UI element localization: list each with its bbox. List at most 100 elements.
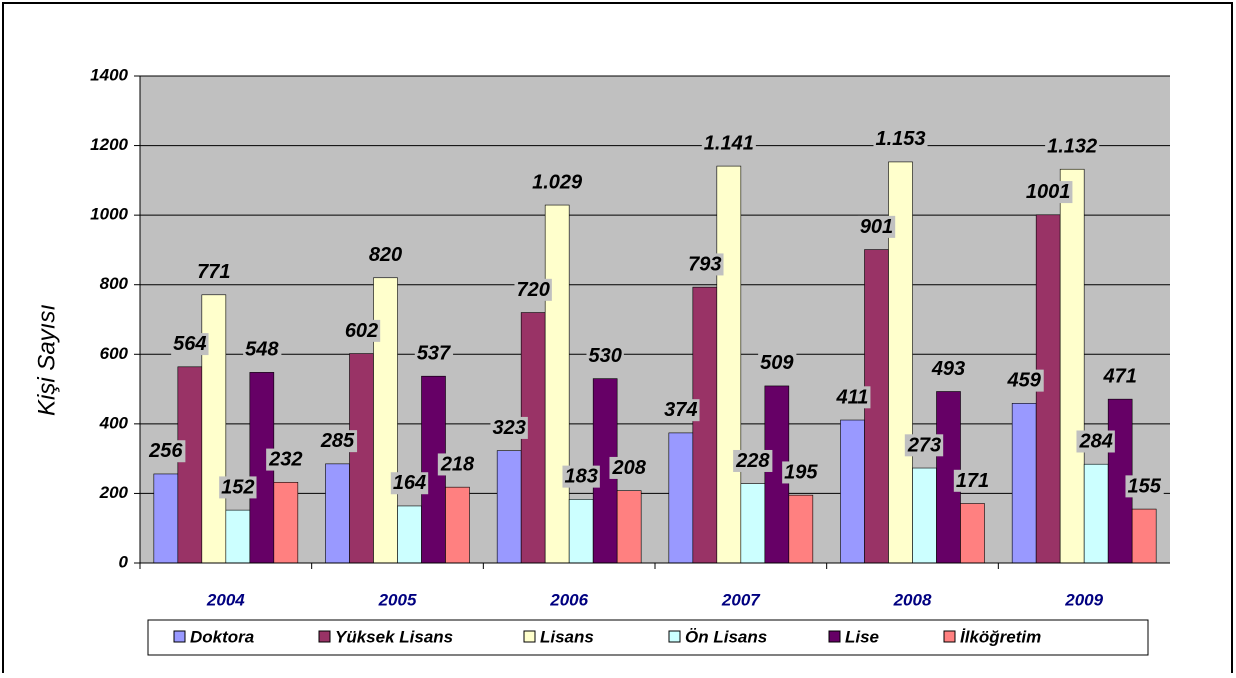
data-label-bg [490,416,528,439]
data-label: 195 [784,461,818,483]
data-label-bg [342,319,381,342]
x-tick-label: 2005 [378,590,417,609]
data-label-bg [782,461,821,484]
data-label: 374 [664,399,697,421]
legend-label: Lisans [540,627,594,646]
data-label-bg [146,440,186,463]
bar [912,467,937,564]
data-label: 218 [440,453,475,475]
data-label: 548 [245,339,279,361]
data-label-bg [562,465,600,488]
legend-swatch [668,630,681,643]
data-label-bg [686,253,724,276]
data-label: 537 [417,342,451,364]
bar [936,391,961,564]
data-label-bg [366,244,405,267]
bar [668,432,694,564]
legend-label: İlköğretim [960,627,1041,646]
bar [788,494,814,564]
data-label-bg [758,352,797,375]
bar [1131,508,1157,564]
data-label-bg [662,399,700,422]
data-label-bg [171,333,209,356]
bar [1011,403,1037,564]
data-label-bg [857,215,896,238]
bar [692,286,718,564]
bar [496,450,522,564]
data-label-bg [1045,135,1100,158]
y-tick-label: 1400 [90,65,128,84]
data-label-bg [414,342,454,365]
data-label: 530 [588,345,621,367]
data-label-bg [904,434,944,457]
x-tick-label: 2008 [893,590,932,609]
data-label-bg [928,357,968,380]
data-label: 509 [760,352,794,374]
data-label: 323 [492,417,525,439]
data-label: 155 [1127,475,1161,497]
data-label: 273 [907,434,941,456]
bar [225,509,251,564]
plot-area [140,76,1170,563]
y-tick-label: 800 [100,274,129,293]
bar [445,486,470,564]
data-label: 232 [268,449,302,471]
legend-swatch [828,630,841,643]
data-label-bg [873,128,928,151]
x-tick-label: 2004 [206,590,245,609]
y-axis-title: Kişi Sayısı [33,304,60,416]
bar [616,490,642,564]
data-label-bg [390,472,429,495]
data-label: 820 [369,244,402,266]
bar [568,499,594,564]
data-label-bg [514,278,552,301]
data-label-bg [195,261,233,284]
data-label-bg [1004,369,1044,392]
data-label: 602 [345,320,378,342]
data-label-bg [1023,181,1073,204]
bar [1083,463,1109,564]
y-tick-label: 400 [99,413,129,432]
data-label: 493 [931,358,965,380]
data-label: 793 [688,253,721,275]
legend-swatch [943,630,956,643]
data-label: 459 [1006,370,1041,392]
data-label-bg [317,430,358,453]
data-label-bg [1100,365,1139,388]
data-label-bg [1125,475,1164,498]
data-label-bg [586,344,624,367]
bar [716,165,742,564]
data-label-bg [833,386,871,409]
data-label-bg [243,338,282,361]
data-label-bg [437,453,478,476]
data-label-bg [609,456,649,479]
x-tick-label: 2009 [1064,590,1103,609]
bar [153,473,179,564]
data-label: 1.029 [532,171,583,193]
y-tick-label: 1000 [90,205,128,224]
data-label-bg [219,476,257,499]
bar [177,366,203,564]
y-tick-label: 600 [100,344,129,363]
bar [544,204,570,564]
legend-label: Yüksek Lisans [335,627,453,646]
data-label: 208 [611,457,646,479]
legend-swatch [523,630,536,643]
data-label: 256 [148,440,183,462]
bar [960,503,985,564]
data-label: 771 [197,261,230,283]
legend-label: Doktora [190,627,254,646]
y-tick-label: 0 [119,552,129,571]
bar [840,419,865,564]
x-tick-label: 2006 [549,590,588,609]
data-label: 1001 [1026,181,1071,203]
data-label: 171 [956,470,989,492]
data-label: 183 [564,466,597,488]
data-label: 471 [1102,365,1136,387]
data-label-bg [953,469,992,492]
data-label-bg [530,171,586,194]
data-label: 1.141 [704,132,754,154]
data-label-bg [1076,430,1115,453]
